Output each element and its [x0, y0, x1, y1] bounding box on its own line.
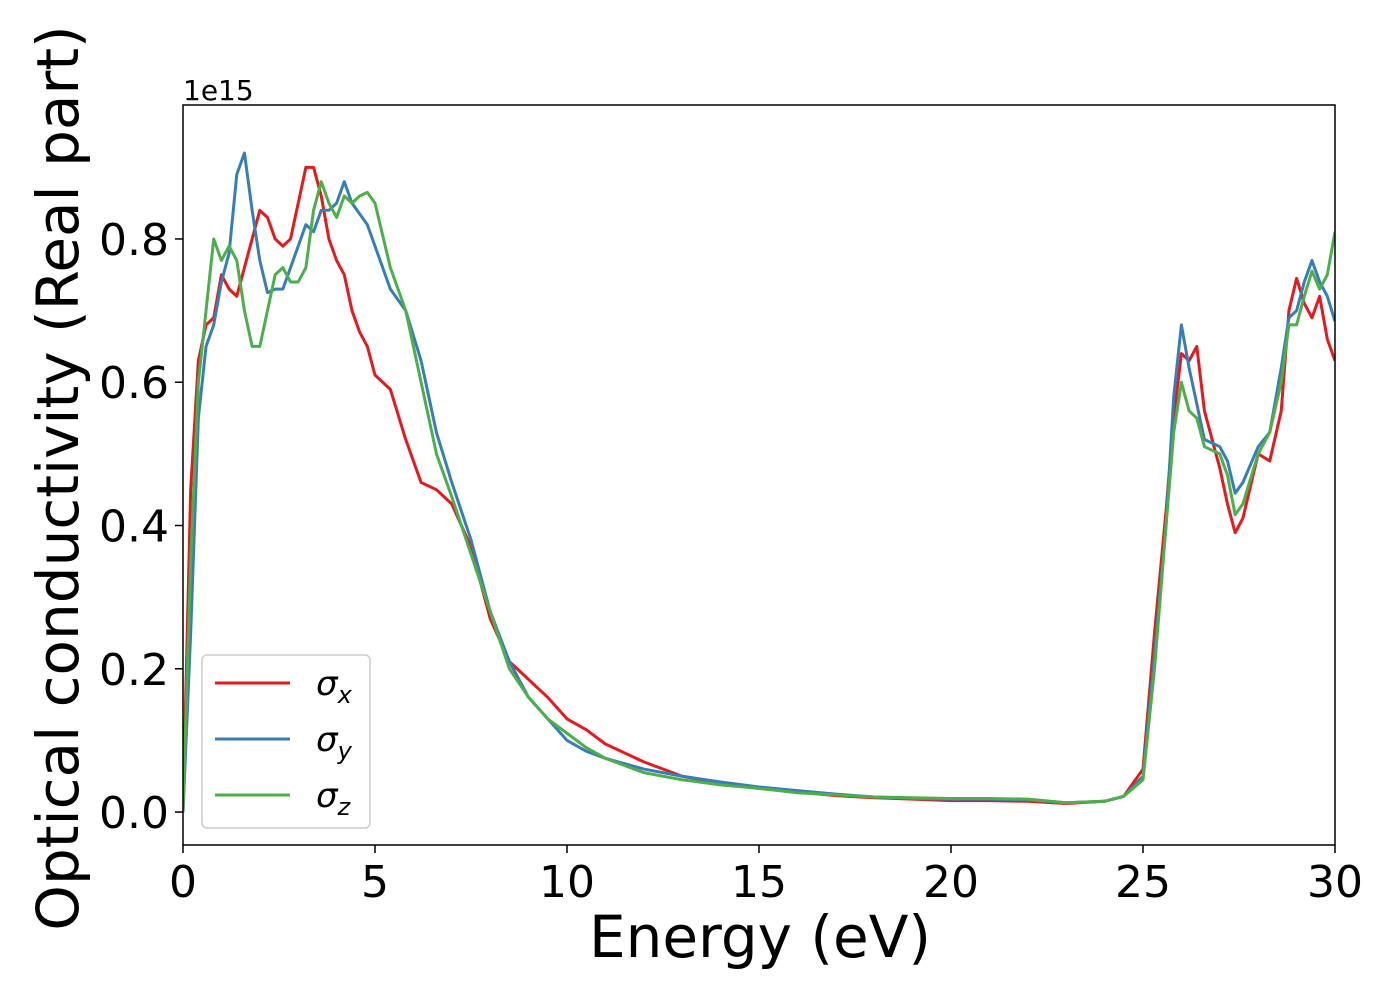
legend-label: σz — [316, 776, 352, 821]
line-series — [183, 151, 1335, 813]
x-tick-label: 20 — [923, 857, 979, 908]
line-series — [183, 180, 1335, 813]
line-series — [183, 165, 1335, 813]
y-axis-label: Optical conductivity (Real part) — [24, 25, 92, 930]
y-tick-label: 0.8 — [99, 215, 169, 266]
legend-subscript: y — [337, 737, 353, 765]
legend-subscript: z — [337, 793, 352, 821]
x-tick-label: 15 — [731, 857, 787, 908]
legend-label: σx — [316, 664, 353, 709]
offset-text: 1e15 — [183, 74, 254, 107]
legend-box — [201, 654, 371, 829]
legend-subscript: x — [337, 681, 353, 709]
x-tick-label: 30 — [1307, 857, 1363, 908]
legend-label: σy — [316, 720, 353, 765]
legend-symbol: σ — [316, 664, 339, 704]
x-tick-label: 10 — [539, 857, 595, 908]
x-tick-label: 5 — [361, 857, 389, 908]
y-tick-label: 0.6 — [99, 358, 169, 409]
legend-symbol: σ — [316, 776, 339, 816]
y-tick-label: 0.4 — [99, 502, 169, 553]
y-tick-label: 0.0 — [99, 788, 169, 839]
y-tick-label: 0.2 — [99, 645, 169, 696]
x-tick-label: 0 — [169, 857, 197, 908]
plot-frame — [182, 104, 1336, 846]
x-axis-label: Energy (eV) — [589, 903, 931, 971]
legend-symbol: σ — [316, 720, 339, 760]
x-tick-label: 25 — [1115, 857, 1171, 908]
